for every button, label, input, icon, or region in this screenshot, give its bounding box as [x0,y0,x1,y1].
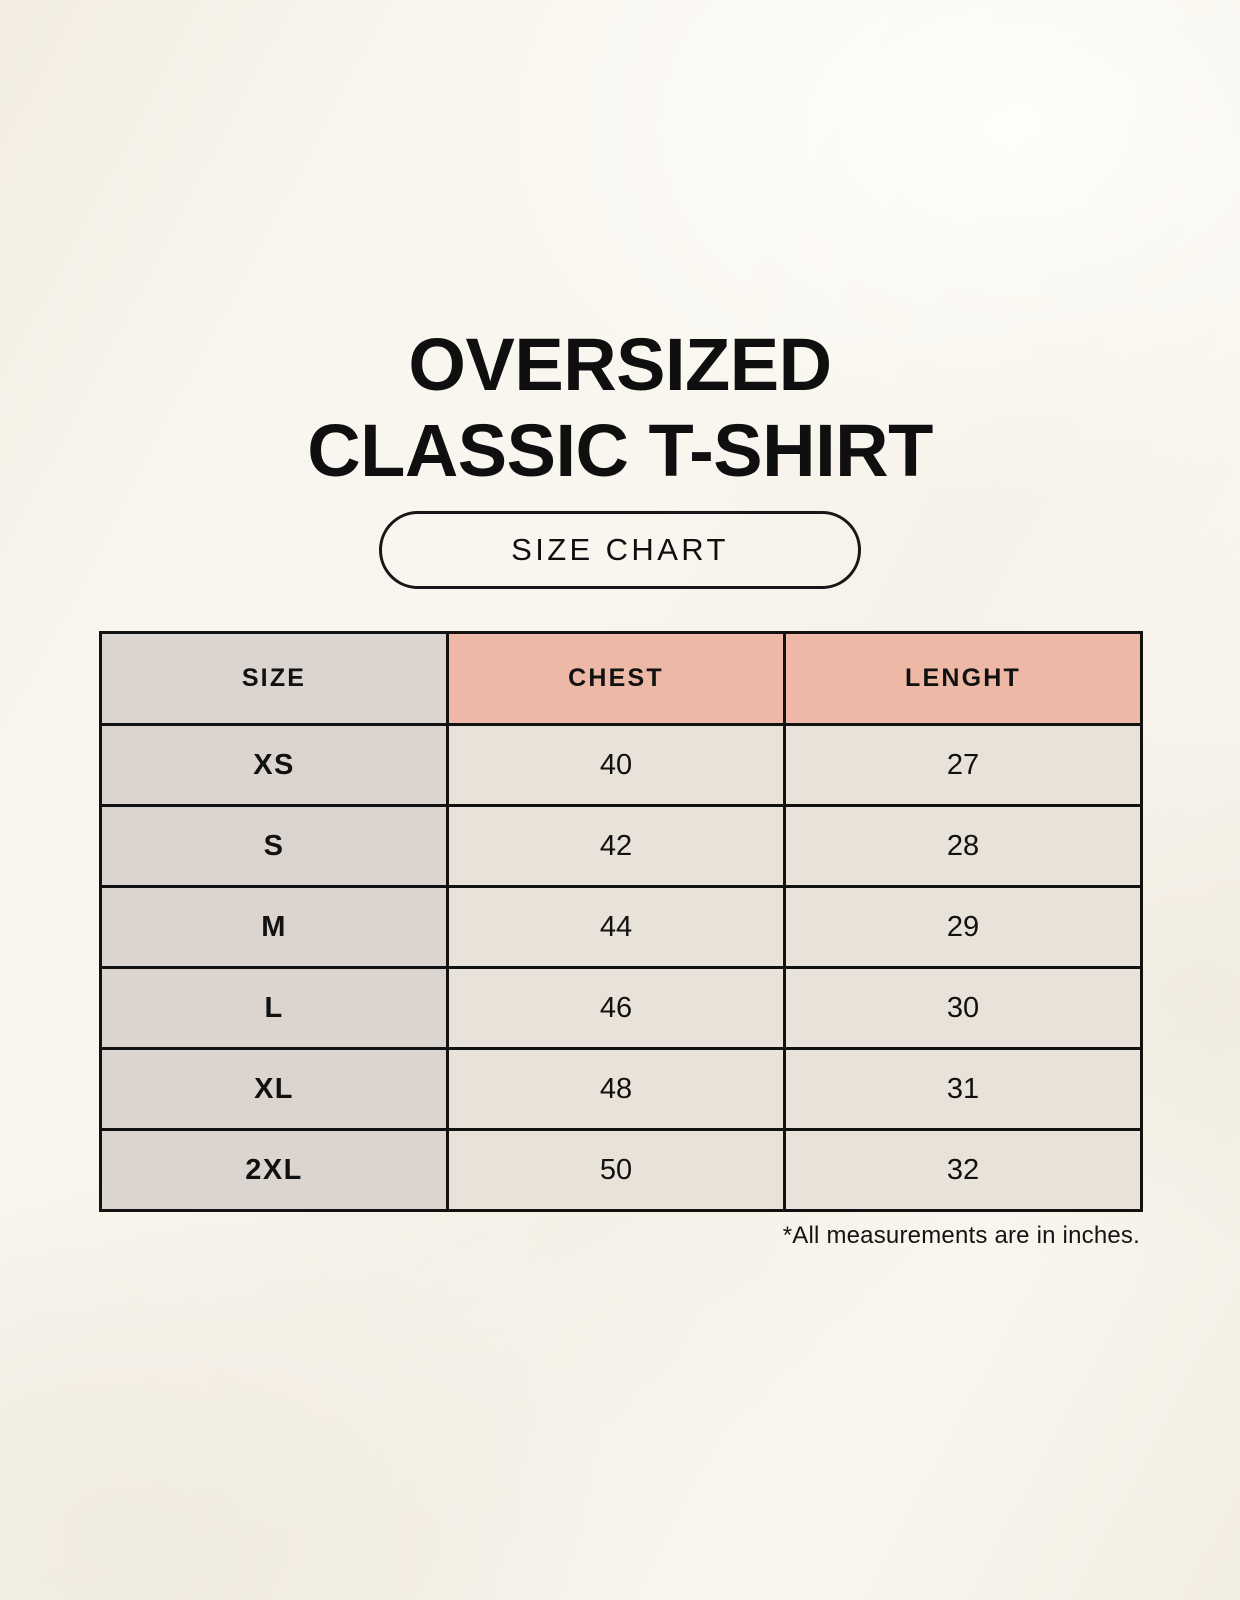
column-header-length: LENGHT [783,631,1143,726]
size-chart-badge-wrapper: SIZE CHART [0,511,1240,589]
cell-size: XS [99,723,449,807]
size-table-wrapper: SIZE CHEST LENGHT XS 40 27 S 42 28 M [99,631,1143,1212]
cell-chest: 44 [446,885,786,969]
cell-size: M [99,885,449,969]
table-row: S 42 28 [99,804,1143,888]
column-header-size: SIZE [99,631,449,726]
cell-size: XL [99,1047,449,1131]
size-table-body: XS 40 27 S 42 28 M 44 29 L 46 30 [99,723,1143,1212]
cell-size: L [99,966,449,1050]
cell-length: 30 [783,966,1143,1050]
cell-chest: 40 [446,723,786,807]
cell-chest: 46 [446,966,786,1050]
size-table: SIZE CHEST LENGHT XS 40 27 S 42 28 M [99,631,1143,1212]
cell-length: 27 [783,723,1143,807]
cell-length: 29 [783,885,1143,969]
measurement-units-footnote: *All measurements are in inches. [782,1222,1140,1249]
cell-size: S [99,804,449,888]
size-table-head: SIZE CHEST LENGHT [99,631,1143,726]
cell-length: 28 [783,804,1143,888]
page-title: OVERSIZED CLASSIC T-SHIRT [0,328,1240,488]
page-title-line-2: CLASSIC T-SHIRT [307,409,933,492]
size-chart-badge: SIZE CHART [379,511,861,589]
cell-chest: 42 [446,804,786,888]
table-row: M 44 29 [99,885,1143,969]
cell-length: 31 [783,1047,1143,1131]
cell-chest: 50 [446,1128,786,1212]
cell-size: 2XL [99,1128,449,1212]
table-header-row: SIZE CHEST LENGHT [99,631,1143,726]
table-row: XL 48 31 [99,1047,1143,1131]
table-row: L 46 30 [99,966,1143,1050]
cell-chest: 48 [446,1047,786,1131]
cell-length: 32 [783,1128,1143,1212]
table-row: XS 40 27 [99,723,1143,807]
size-chart-badge-label: SIZE CHART [511,532,729,567]
column-header-chest: CHEST [446,631,786,726]
table-row: 2XL 50 32 [99,1128,1143,1212]
page-title-line-1: OVERSIZED [408,323,832,406]
